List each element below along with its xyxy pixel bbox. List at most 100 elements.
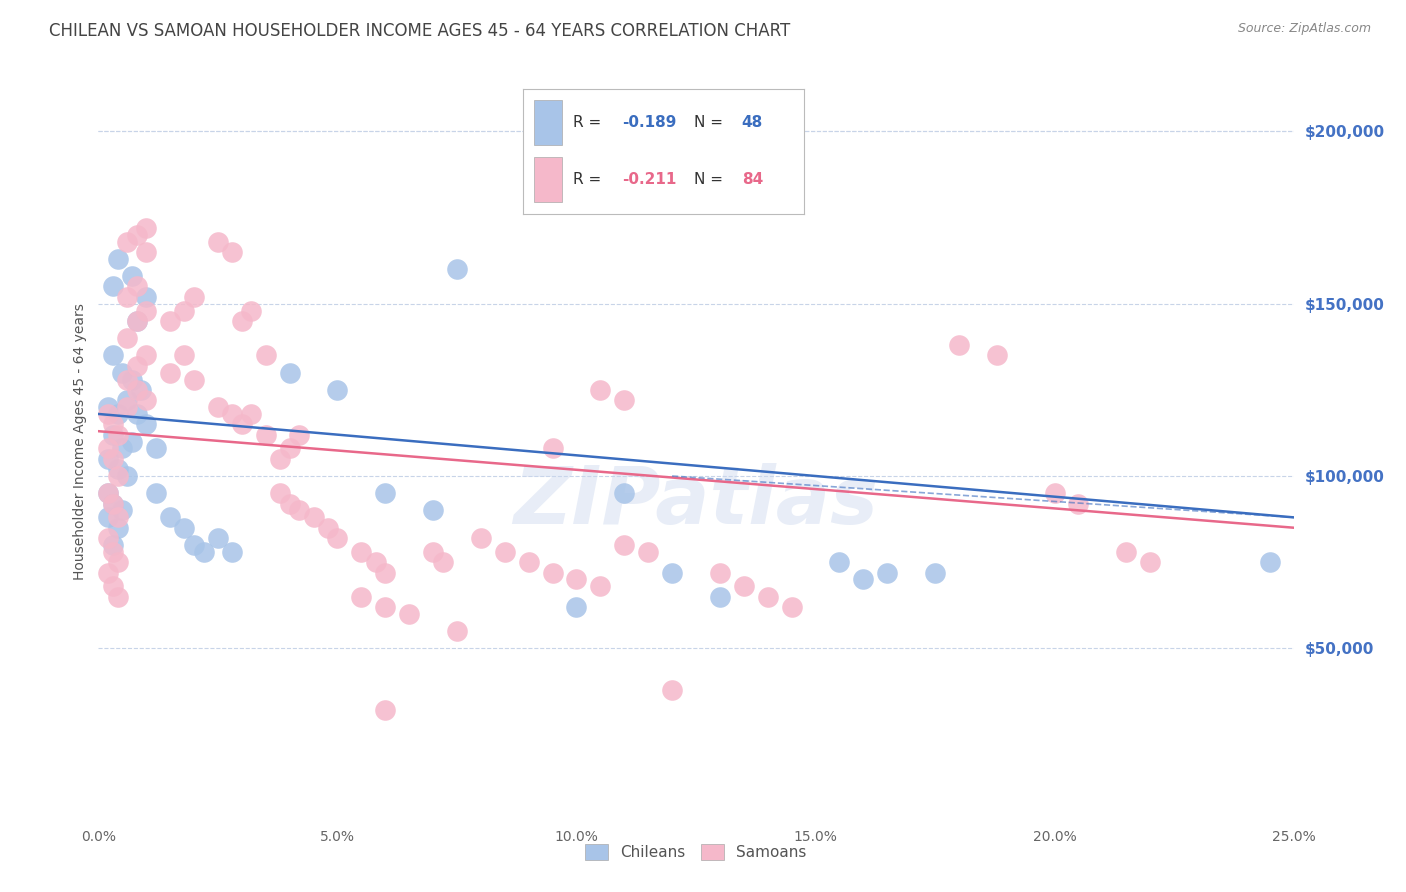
- Point: [269, 451, 291, 466]
- Point: [135, 303, 157, 318]
- Point: [432, 555, 454, 569]
- Point: [1139, 555, 1161, 569]
- Point: [278, 366, 301, 380]
- Point: [231, 417, 253, 432]
- Point: [1067, 497, 1090, 511]
- Point: [125, 227, 148, 242]
- Point: [115, 400, 138, 414]
- Point: [121, 372, 143, 386]
- Point: [97, 400, 120, 414]
- Point: [107, 555, 129, 569]
- Legend: Chileans, Samoans: Chileans, Samoans: [579, 838, 813, 866]
- Point: [780, 599, 803, 614]
- Point: [183, 372, 205, 386]
- Point: [125, 279, 148, 293]
- Point: [240, 303, 263, 318]
- Point: [131, 383, 153, 397]
- Point: [115, 290, 138, 304]
- Point: [637, 545, 659, 559]
- Point: [115, 372, 138, 386]
- Point: [685, 176, 707, 190]
- Point: [111, 503, 134, 517]
- Point: [135, 348, 157, 362]
- Point: [613, 393, 636, 408]
- Point: [254, 348, 277, 362]
- Point: [107, 510, 129, 524]
- Point: [1258, 555, 1281, 569]
- Point: [107, 462, 129, 476]
- Point: [565, 599, 588, 614]
- Point: [125, 383, 148, 397]
- Point: [107, 590, 129, 604]
- Point: [589, 383, 612, 397]
- Point: [125, 407, 148, 421]
- Point: [107, 521, 129, 535]
- Point: [173, 521, 195, 535]
- Point: [288, 503, 311, 517]
- Point: [494, 545, 516, 559]
- Point: [288, 427, 311, 442]
- Point: [97, 407, 120, 421]
- Point: [613, 486, 636, 500]
- Point: [221, 244, 243, 259]
- Point: [986, 348, 1008, 362]
- Point: [101, 497, 124, 511]
- Point: [121, 269, 143, 284]
- Point: [101, 538, 124, 552]
- Point: [565, 573, 588, 587]
- Point: [240, 407, 263, 421]
- Point: [145, 442, 167, 456]
- Point: [221, 545, 243, 559]
- Point: [111, 366, 134, 380]
- Point: [135, 244, 157, 259]
- Point: [101, 497, 124, 511]
- Point: [661, 682, 683, 697]
- Point: [183, 538, 205, 552]
- Point: [422, 545, 444, 559]
- Point: [135, 393, 157, 408]
- Point: [173, 303, 195, 318]
- Point: [159, 314, 181, 328]
- Point: [159, 366, 181, 380]
- Point: [125, 314, 148, 328]
- Point: [231, 314, 253, 328]
- Point: [101, 579, 124, 593]
- Point: [101, 348, 124, 362]
- Point: [115, 235, 138, 249]
- Point: [107, 252, 129, 266]
- Point: [316, 521, 339, 535]
- Point: [97, 531, 120, 545]
- Point: [207, 235, 229, 249]
- Point: [1115, 545, 1137, 559]
- Point: [207, 531, 229, 545]
- Point: [101, 279, 124, 293]
- Point: [135, 417, 157, 432]
- Point: [709, 590, 731, 604]
- Point: [278, 442, 301, 456]
- Point: [97, 486, 120, 500]
- Point: [97, 442, 120, 456]
- Point: [364, 555, 387, 569]
- Point: [107, 407, 129, 421]
- Point: [470, 531, 492, 545]
- Point: [97, 510, 120, 524]
- Point: [446, 262, 468, 277]
- Point: [101, 451, 124, 466]
- Point: [589, 579, 612, 593]
- Point: [541, 566, 564, 580]
- Point: [115, 331, 138, 345]
- Point: [111, 442, 134, 456]
- Point: [135, 290, 157, 304]
- Point: [107, 427, 129, 442]
- Point: [135, 220, 157, 235]
- Point: [374, 599, 396, 614]
- Point: [254, 427, 277, 442]
- Point: [517, 555, 540, 569]
- Point: [924, 566, 946, 580]
- Point: [613, 538, 636, 552]
- Point: [115, 393, 138, 408]
- Point: [302, 510, 325, 524]
- Point: [374, 566, 396, 580]
- Point: [207, 400, 229, 414]
- Point: [350, 590, 373, 604]
